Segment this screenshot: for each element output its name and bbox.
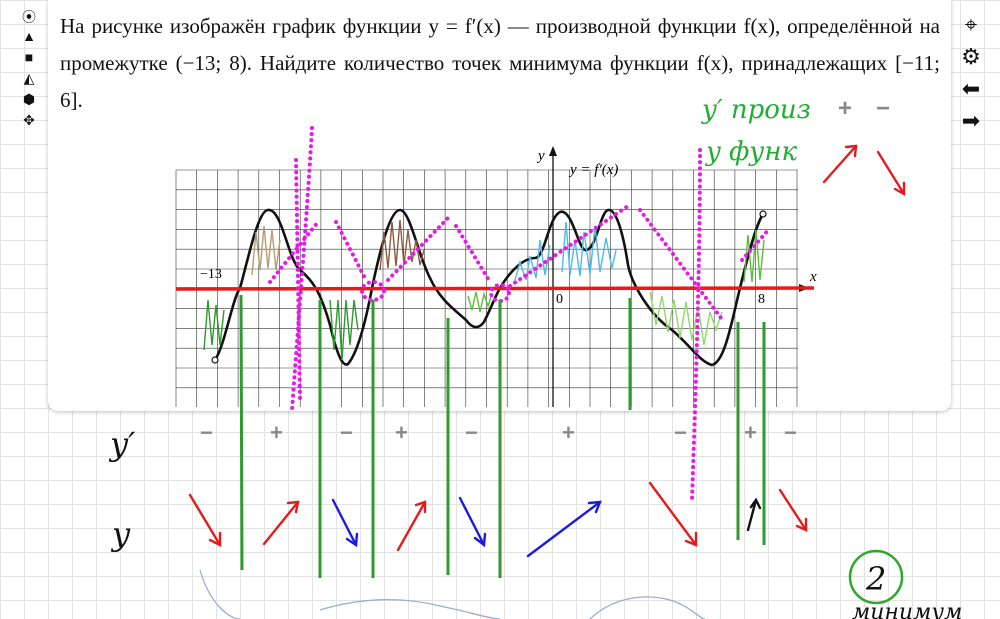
problem-statement: На рисунке изображён график функции y = … xyxy=(60,14,940,112)
sign-0: − xyxy=(200,420,213,445)
redo-button[interactable]: ➡ xyxy=(957,108,985,134)
legend-sign-plus: + xyxy=(838,95,852,122)
magenta-vertical-2 xyxy=(690,148,702,502)
magenta-vertical-3 xyxy=(294,158,302,402)
undo-button[interactable]: ⬅ xyxy=(957,76,985,102)
red-axis-highlight xyxy=(175,286,815,291)
shade-green-5 xyxy=(743,229,765,283)
legend-derivative: y′ произ xyxy=(701,95,811,125)
recenter-button[interactable]: ⌖ xyxy=(957,12,985,38)
triangle-icon: ▲ xyxy=(22,29,36,45)
right-toolbar: ⌖ ⚙ ⬅ ➡ xyxy=(956,12,986,134)
arrow-down-blue-2 xyxy=(458,496,487,548)
shade-blue-1 xyxy=(514,239,551,281)
arrow-down-red-3 xyxy=(778,488,808,532)
y-axis-arrow xyxy=(549,146,557,156)
arrow-down-blue-1 xyxy=(331,498,359,548)
legend-arrow-down xyxy=(876,150,906,197)
pyramid-icon: ◭ xyxy=(23,72,35,87)
sign-6: − xyxy=(674,420,687,445)
function-label: y = f′(x) xyxy=(568,162,618,178)
shade-green-3 xyxy=(467,291,493,313)
magenta-circle-1 xyxy=(360,280,386,302)
settings-button[interactable]: ⚙ xyxy=(957,44,985,70)
curve-endpoint-left xyxy=(211,356,219,364)
tool-5[interactable]: ✥ xyxy=(18,113,40,130)
gear-icon: ⚙ xyxy=(961,44,981,69)
magenta-arrow-7 xyxy=(740,226,772,262)
arrow-right-icon: ➡ xyxy=(961,108,981,133)
tool-4[interactable]: ⬢ xyxy=(18,92,40,109)
magenta-arrow-3 xyxy=(386,216,450,282)
arrow-left-icon: ⬅ xyxy=(961,76,981,101)
green-lines xyxy=(239,294,766,578)
tick-label-minus13: −13 xyxy=(200,267,222,282)
left-toolbar: ⦿ ▲ ■ ◭ ⬢ ✥ xyxy=(16,8,42,130)
tool-2[interactable]: ■ xyxy=(18,50,40,67)
sign-row: − + − + − + − + − xyxy=(200,420,797,445)
legend-arrow-up xyxy=(822,144,858,184)
sign-1: + xyxy=(270,420,283,445)
sign-5: + xyxy=(562,420,575,445)
x-axis-label: x xyxy=(809,269,817,285)
sign-8: − xyxy=(784,420,797,445)
magenta-vertical-1 xyxy=(290,126,314,412)
tick-label-8: 8 xyxy=(758,292,765,307)
arrow-up-black-1 xyxy=(746,497,762,532)
shade-brown-1 xyxy=(251,225,281,276)
square-icon: ■ xyxy=(24,50,34,66)
row-label-derivative: y′ xyxy=(108,425,136,463)
arrow-down-red-2 xyxy=(648,481,698,547)
sign-3: + xyxy=(395,420,408,445)
tool-1[interactable]: ▲ xyxy=(18,29,40,46)
shade-blue-2 xyxy=(561,221,617,277)
target-icon: ⦿ xyxy=(22,10,36,26)
legend-function: y функ xyxy=(705,137,798,167)
green-line-1 xyxy=(239,294,244,571)
answer-value: 2 xyxy=(865,560,886,598)
sign-4: − xyxy=(465,420,478,445)
pencil-scribbles xyxy=(199,569,706,619)
arrow-down-red-1 xyxy=(188,493,222,547)
magenta-arrow-2 xyxy=(334,220,368,282)
shade-green-1 xyxy=(203,299,225,351)
shaded-regions xyxy=(203,219,765,361)
shade-brown-2 xyxy=(379,219,425,271)
arrow-up-blue-1 xyxy=(526,500,602,558)
sign-7: + xyxy=(744,420,757,445)
magenta-arrow-6 xyxy=(638,208,726,324)
sign-2: − xyxy=(340,420,353,445)
move-icon: ✥ xyxy=(23,114,35,129)
legend-sign-minus: − xyxy=(876,95,890,122)
shade-green-4 xyxy=(649,291,723,346)
cube-icon: ⬢ xyxy=(22,93,36,108)
arrow-up-red-1 xyxy=(262,500,300,546)
magenta-arrow-4 xyxy=(454,224,492,284)
shade-green-2 xyxy=(329,299,359,361)
magenta-arrow-1 xyxy=(268,220,320,284)
answer-note: минимум xyxy=(852,600,962,619)
tool-0[interactable]: ⦿ xyxy=(18,8,40,26)
arrow-up-red-2 xyxy=(396,500,427,552)
magenta-marks xyxy=(268,126,772,502)
crosshair-icon: ⌖ xyxy=(964,12,978,37)
answer-circle xyxy=(848,549,904,605)
y-axis-label: y xyxy=(536,148,545,164)
magenta-arrow-5 xyxy=(508,204,630,288)
row-label-function: y xyxy=(110,515,131,553)
monotonicity-arrows xyxy=(188,144,906,558)
tool-3[interactable]: ◭ xyxy=(18,71,40,88)
tick-label-0: 0 xyxy=(556,292,563,307)
curve-endpoint-right xyxy=(759,210,767,218)
